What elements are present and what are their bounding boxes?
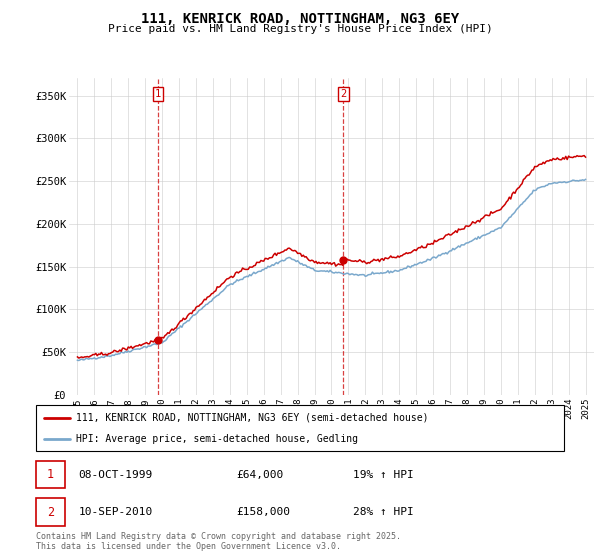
Text: £64,000: £64,000 (236, 470, 284, 479)
Text: 10-SEP-2010: 10-SEP-2010 (78, 507, 152, 517)
Text: 19% ↑ HPI: 19% ↑ HPI (353, 470, 413, 479)
FancyBboxPatch shape (36, 461, 65, 488)
Text: 2: 2 (340, 89, 346, 99)
Text: £158,000: £158,000 (236, 507, 290, 517)
FancyBboxPatch shape (36, 405, 564, 451)
Text: 08-OCT-1999: 08-OCT-1999 (78, 470, 152, 479)
Text: 1: 1 (155, 89, 161, 99)
Text: Price paid vs. HM Land Registry's House Price Index (HPI): Price paid vs. HM Land Registry's House … (107, 24, 493, 34)
Text: Contains HM Land Registry data © Crown copyright and database right 2025.
This d: Contains HM Land Registry data © Crown c… (36, 532, 401, 552)
Text: 111, KENRICK ROAD, NOTTINGHAM, NG3 6EY: 111, KENRICK ROAD, NOTTINGHAM, NG3 6EY (141, 12, 459, 26)
Text: 1: 1 (47, 468, 54, 481)
Text: HPI: Average price, semi-detached house, Gedling: HPI: Average price, semi-detached house,… (76, 435, 358, 444)
Text: 28% ↑ HPI: 28% ↑ HPI (353, 507, 413, 517)
FancyBboxPatch shape (36, 498, 65, 526)
Text: 111, KENRICK ROAD, NOTTINGHAM, NG3 6EY (semi-detached house): 111, KENRICK ROAD, NOTTINGHAM, NG3 6EY (… (76, 413, 428, 423)
Text: 2: 2 (47, 506, 54, 519)
